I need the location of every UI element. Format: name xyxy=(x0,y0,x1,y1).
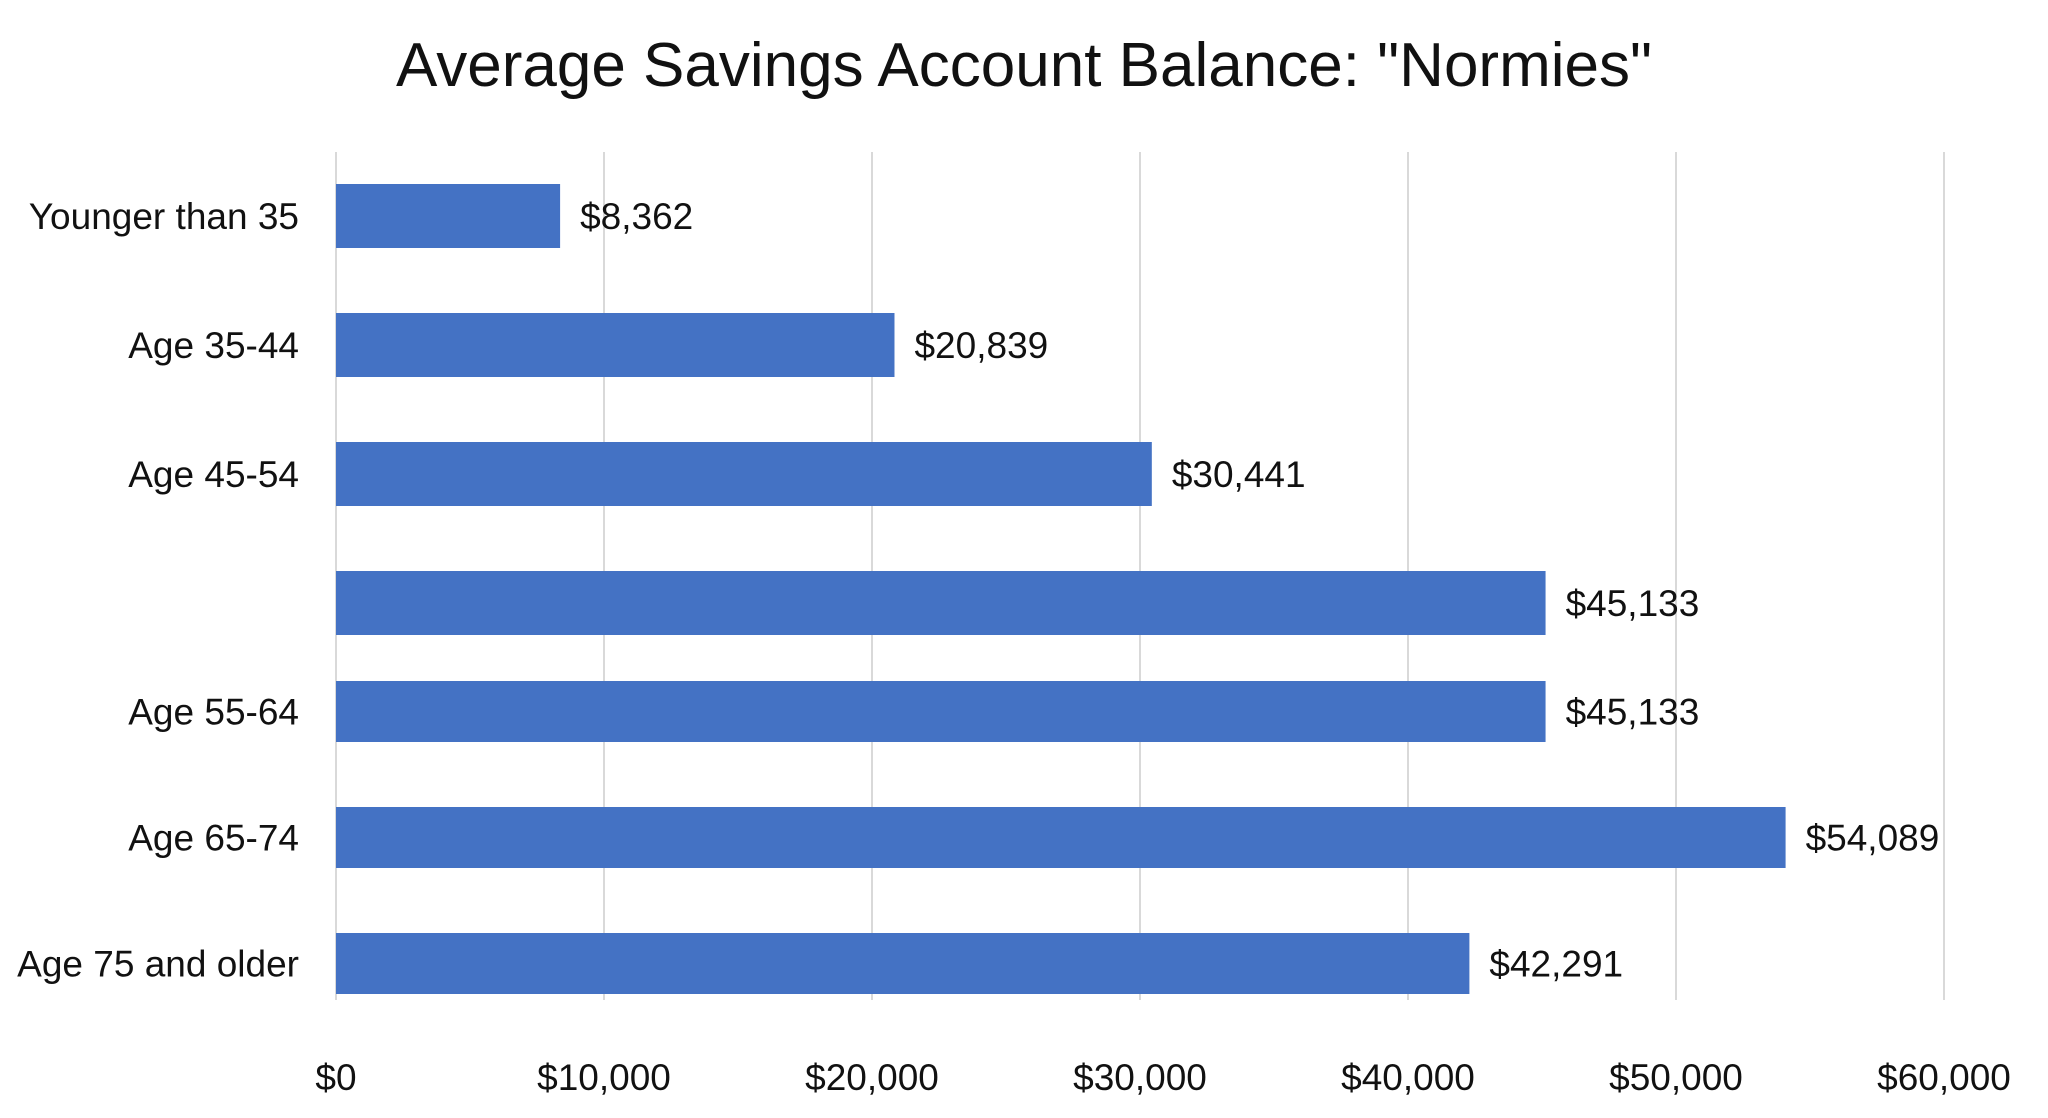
bar xyxy=(336,184,561,248)
x-tick-label: $30,000 xyxy=(1073,1057,1207,1098)
category-label: Age 75 and older xyxy=(17,944,299,985)
x-tick-label: $40,000 xyxy=(1341,1057,1475,1098)
category-label: Age 45-54 xyxy=(128,454,299,495)
value-label: $30,441 xyxy=(1172,454,1306,495)
bar xyxy=(336,933,1470,994)
x-axis-tick-labels: $0 $10,000 $20,000 $30,000 $40,000 $50,000 $60… xyxy=(315,1057,2010,1098)
x-tick-label: $60,000 xyxy=(1877,1057,2011,1098)
x-tick-label: $0 xyxy=(315,1057,356,1098)
category-label: Age 65-74 xyxy=(128,818,299,859)
bars xyxy=(336,184,1786,994)
bar xyxy=(336,442,1152,506)
x-tick-label: $20,000 xyxy=(805,1057,939,1098)
value-labels: $8,362 $20,839 $30,441 $45,133 $45,133 $54,08… xyxy=(580,196,1939,985)
x-tick-label: $50,000 xyxy=(1609,1057,1743,1098)
category-labels: Younger than 35 Age 35-44 Age 45-54 Age 55-… xyxy=(17,196,299,985)
value-label: $8,362 xyxy=(580,196,693,237)
category-label: Age 35-44 xyxy=(128,325,299,366)
value-label: $42,291 xyxy=(1489,944,1623,985)
value-label: $54,089 xyxy=(1806,818,1940,859)
value-label: $45,133 xyxy=(1566,692,1700,733)
chart-title: Average Savings Account Balance: "Normie… xyxy=(396,31,1652,100)
bar xyxy=(336,571,1546,635)
value-label: $20,839 xyxy=(914,325,1048,366)
x-tick-label: $10,000 xyxy=(537,1057,671,1098)
value-label: $45,133 xyxy=(1566,583,1700,624)
bar xyxy=(336,807,1786,868)
category-label: Age 55-64 xyxy=(128,692,299,733)
category-label: Younger than 35 xyxy=(29,196,299,237)
bar xyxy=(336,681,1546,742)
bar xyxy=(336,313,895,377)
